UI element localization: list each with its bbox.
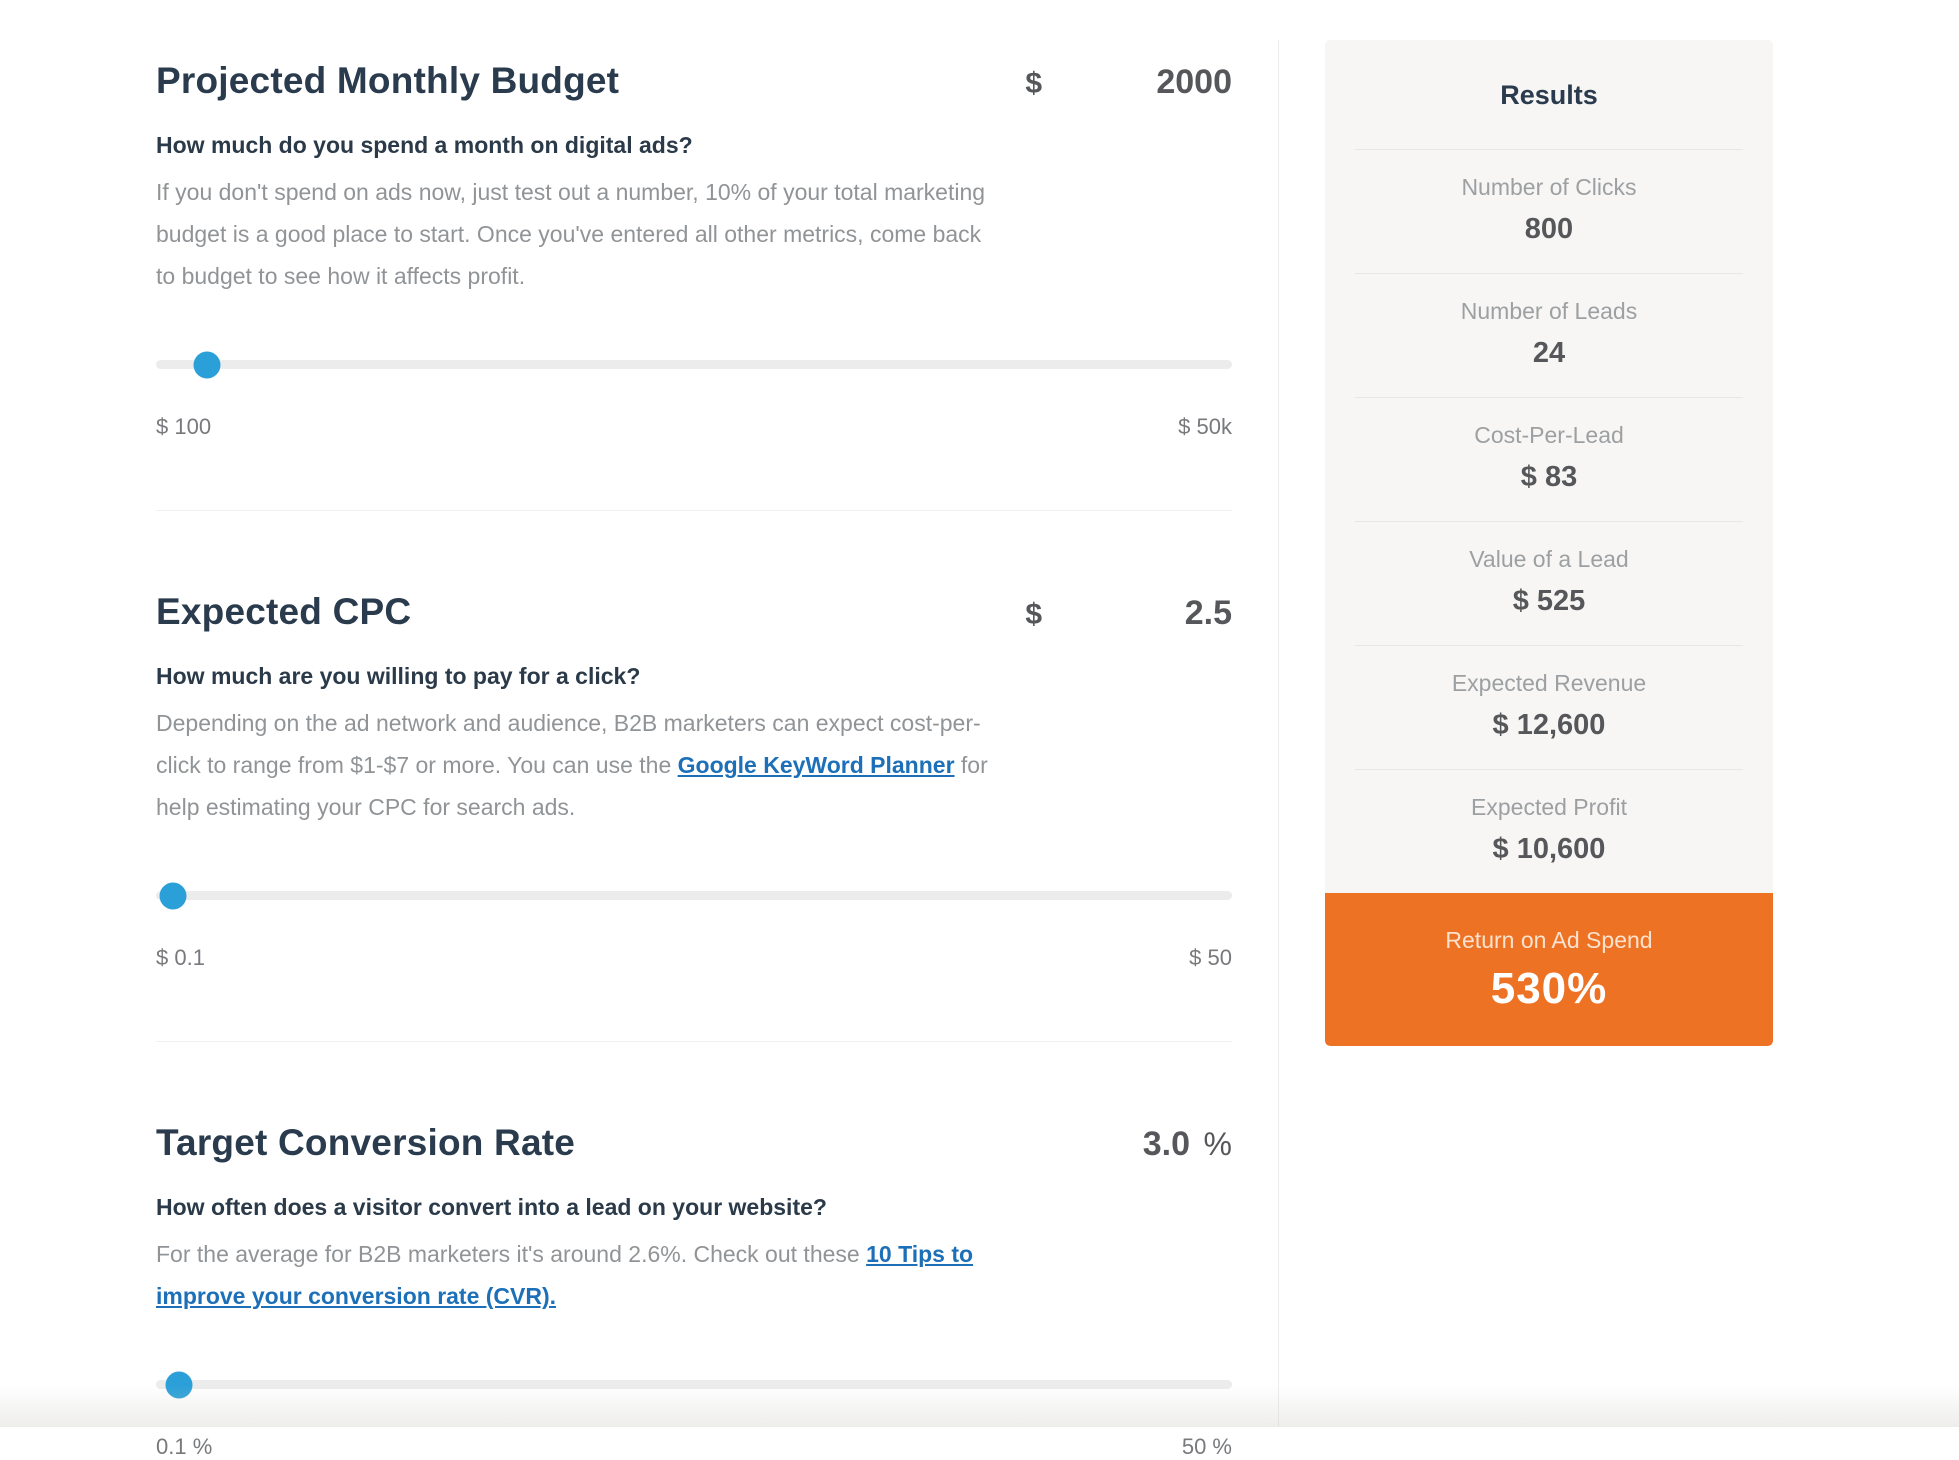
calculator-inputs-column: Projected Monthly Budget $ 2000 How much… [156,0,1232,1460]
result-label: Number of Clicks [1461,174,1637,200]
budget-value-field[interactable]: 2000 [1156,63,1232,101]
result-row-cost-per-lead: Cost-Per-Lead $ 83 [1355,397,1743,521]
budget-section-title: Projected Monthly Budget [156,60,620,101]
budget-slider-handle[interactable] [193,351,221,378]
cpc-question: How much are you willing to pay for a cl… [156,663,641,689]
google-keyword-planner-link[interactable]: Google KeyWord Planner [677,752,955,778]
conversion-rate-description-text: For the average for B2B marketers it's a… [156,1241,867,1267]
conversion-rate-description: For the average for B2B marketers it's a… [156,1233,1006,1317]
return-on-ad-spend-box: Return on Ad Spend 530% [1325,893,1773,1046]
cpc-section: Expected CPC $ 2.5 How much are you will… [156,591,1232,971]
results-panel: Results Number of Clicks 800 Number of L… [1325,40,1773,1046]
conversion-rate-slider-track[interactable] [156,1380,1232,1389]
cpc-slider-track[interactable] [156,891,1232,900]
result-label: Expected Revenue [1451,670,1647,696]
roas-value: 530% [1490,964,1608,1013]
result-row-revenue: Expected Revenue $ 12,600 [1355,645,1743,769]
result-label: Value of a Lead [1469,546,1629,572]
conversion-rate-min-label: 0.1 % [156,1434,213,1459]
budget-slider-track[interactable] [156,360,1232,369]
cvr-tips-link[interactable]: 10 Tips to improve your conversion rate … [156,1241,974,1309]
budget-currency-symbol: $ [1025,67,1042,100]
budget-value-display: $ 2000 [1025,63,1232,102]
conversion-rate-max-label: 50 % [1181,1434,1232,1459]
cpc-description-text: Depending on the ad network and audience… [156,710,981,778]
conversion-rate-slider-handle[interactable] [165,1371,193,1398]
cpc-min-label: $ 0.1 [156,945,205,970]
cpc-slider-handle[interactable] [159,882,187,909]
budget-min-label: $ 100 [156,414,212,439]
conversion-rate-value-display: 3.0 % [1143,1125,1232,1164]
conversion-rate-question: How often does a visitor convert into a … [156,1194,827,1220]
budget-description-text: If you don't spend on ads now, just test… [156,179,986,289]
result-value: $ 10,600 [1492,833,1606,865]
section-divider [156,510,1232,511]
cpc-max-label: $ 50 [1189,945,1232,970]
conversion-rate-value-field[interactable]: 3.0 [1142,1125,1190,1163]
conversion-rate-section-title: Target Conversion Rate [156,1122,576,1163]
results-title: Results [1500,80,1598,110]
budget-description: If you don't spend on ads now, just test… [156,171,1006,297]
budget-section: Projected Monthly Budget $ 2000 How much… [156,60,1232,440]
section-divider [156,1041,1232,1042]
result-label: Expected Profit [1471,794,1627,820]
cpc-slider[interactable] [156,882,1232,909]
cpc-value-display: $ 2.5 [1025,594,1232,633]
result-row-leads: Number of Leads 24 [1355,273,1743,397]
budget-question: How much do you spend a month on digital… [156,132,693,158]
result-value: $ 83 [1520,461,1578,493]
conversion-rate-percent-symbol: % [1203,1126,1232,1162]
cpc-description: Depending on the ad network and audience… [156,710,988,820]
roas-label: Return on Ad Spend [1445,927,1653,953]
budget-max-label: $ 50k [1178,414,1232,439]
cpc-value-field[interactable]: 2.5 [1184,594,1232,632]
content-results-divider [1278,40,1279,1427]
conversion-rate-slider[interactable] [156,1371,1232,1398]
result-value: $ 12,600 [1492,709,1606,741]
result-row-clicks: Number of Clicks 800 [1355,149,1743,273]
cpc-currency-symbol: $ [1025,598,1042,631]
result-label: Cost-Per-Lead [1474,422,1624,448]
result-label: Number of Leads [1460,298,1638,324]
result-value: 24 [1532,337,1566,369]
result-value: $ 525 [1512,585,1586,617]
result-row-lead-value: Value of a Lead $ 525 [1355,521,1743,645]
conversion-rate-section: Target Conversion Rate 3.0 % How often d… [156,1122,1232,1460]
cpc-section-title: Expected CPC [156,591,412,632]
budget-slider[interactable] [156,351,1232,378]
result-row-profit: Expected Profit $ 10,600 [1355,769,1743,893]
result-value: 800 [1524,213,1574,245]
